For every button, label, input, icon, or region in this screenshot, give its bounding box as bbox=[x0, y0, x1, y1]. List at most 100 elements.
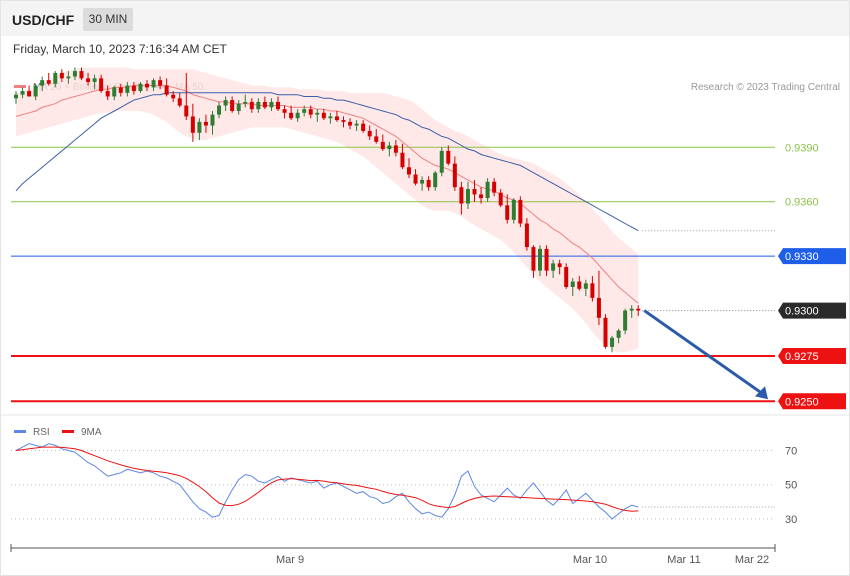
rsi-pane: RSI 9MA 70 50 30 Mar 9 Mar 10 Mar 11 Mar 22 bbox=[10, 427, 797, 566]
candle-body bbox=[27, 91, 32, 97]
candle-body bbox=[243, 101, 248, 104]
candle-body bbox=[538, 248, 542, 271]
rsi-legend-swatch bbox=[62, 430, 74, 433]
candle-body bbox=[269, 101, 274, 108]
candle-body bbox=[367, 130, 372, 137]
candle-body bbox=[544, 248, 549, 271]
candle-body bbox=[387, 145, 392, 150]
legend-swatch bbox=[14, 85, 26, 88]
level-tag-label: 0.9250 bbox=[785, 396, 819, 408]
candle-body bbox=[86, 78, 91, 82]
x-axis-label: Mar 11 bbox=[667, 554, 700, 566]
candle-body bbox=[282, 109, 287, 113]
candle-body bbox=[217, 105, 222, 115]
candle-body bbox=[485, 181, 490, 199]
candle-body bbox=[433, 172, 438, 188]
candle-body bbox=[465, 189, 470, 204]
forecast-arrow-shaft bbox=[643, 309, 763, 395]
candle-body bbox=[596, 297, 601, 318]
candle-body bbox=[112, 87, 117, 97]
candle-body bbox=[151, 80, 156, 88]
candle-body bbox=[177, 98, 182, 106]
candle-body bbox=[171, 94, 176, 99]
candle-body bbox=[14, 94, 18, 99]
candle-body bbox=[420, 179, 425, 184]
candle-body bbox=[610, 337, 615, 347]
candle-body bbox=[603, 317, 608, 347]
candle-body bbox=[33, 85, 38, 97]
candle-body bbox=[92, 78, 97, 82]
candle-body bbox=[328, 116, 333, 119]
chart-header: USD/CHF 30 MIN bbox=[1, 1, 849, 36]
candle-body bbox=[295, 112, 300, 119]
candle-body bbox=[616, 330, 621, 338]
candle-body bbox=[551, 263, 556, 271]
candle-body bbox=[203, 121, 208, 126]
candle-body bbox=[380, 141, 385, 150]
candle-body bbox=[40, 80, 45, 86]
candle-body bbox=[210, 114, 215, 126]
rsi-legend-swatch bbox=[14, 430, 26, 433]
candle-body bbox=[289, 112, 294, 119]
candle-body bbox=[354, 123, 359, 126]
level-tag bbox=[778, 347, 846, 364]
candle-body bbox=[276, 101, 280, 110]
candle-body bbox=[583, 283, 588, 289]
candle-body bbox=[348, 121, 353, 126]
candle-body bbox=[557, 263, 562, 268]
candle-body bbox=[459, 187, 464, 204]
candle-body bbox=[158, 80, 163, 86]
x-axis-label: Mar 22 bbox=[735, 554, 769, 566]
rsi-tick-label: 30 bbox=[785, 514, 797, 526]
candle-body bbox=[308, 109, 313, 115]
rsi-ma-line bbox=[15, 446, 639, 512]
candle-body bbox=[505, 205, 510, 220]
rsi-tick-label: 50 bbox=[785, 480, 797, 492]
timeframe-badge[interactable]: 30 MIN bbox=[83, 8, 133, 31]
candle-body bbox=[256, 101, 261, 110]
candle-body bbox=[334, 116, 339, 121]
level-tag bbox=[778, 248, 846, 265]
candle-body bbox=[446, 150, 451, 164]
candle-body bbox=[341, 120, 346, 122]
candle-body bbox=[518, 199, 523, 224]
forecast-arrow-head bbox=[755, 386, 768, 400]
candle-body bbox=[413, 174, 418, 184]
x-axis-label: Mar 9 bbox=[276, 554, 304, 566]
candle-body bbox=[407, 167, 411, 175]
level-tag-label: 0.9330 bbox=[785, 251, 819, 263]
timestamp: Friday, March 10, 2023 7:16:34 AM CET bbox=[13, 42, 227, 56]
candle-body bbox=[531, 247, 536, 271]
candle-body bbox=[492, 181, 497, 193]
rsi-legend-label: 9MA bbox=[81, 427, 102, 438]
candle-body bbox=[452, 163, 457, 188]
candle-body bbox=[184, 105, 189, 117]
candle-body bbox=[72, 71, 77, 77]
candle-body bbox=[498, 192, 503, 206]
candle-body bbox=[46, 80, 51, 84]
candle-body bbox=[302, 109, 307, 113]
rsi-legend-label: RSI bbox=[33, 427, 50, 438]
candle-body bbox=[190, 116, 195, 133]
level-label: 0.9360 bbox=[785, 197, 819, 209]
candle-body bbox=[164, 85, 169, 95]
candle-body bbox=[125, 85, 130, 93]
candle-body bbox=[629, 308, 634, 311]
candle-body bbox=[479, 194, 484, 199]
candle-body bbox=[249, 101, 254, 110]
level-tag bbox=[778, 393, 846, 410]
candle-body bbox=[59, 72, 64, 79]
candle-body bbox=[426, 179, 431, 188]
candle-body bbox=[79, 71, 84, 79]
candle-body bbox=[315, 112, 320, 115]
candle-body bbox=[145, 83, 149, 88]
level-label: 0.9390 bbox=[785, 142, 819, 154]
candle-body bbox=[262, 101, 267, 108]
rsi-tick-label: 70 bbox=[785, 446, 797, 458]
candle-body bbox=[374, 136, 379, 142]
candle-body bbox=[118, 87, 123, 93]
candle-body bbox=[577, 281, 582, 289]
credit-text: Research © 2023 Trading Central bbox=[691, 82, 840, 93]
candle-body bbox=[20, 91, 25, 95]
